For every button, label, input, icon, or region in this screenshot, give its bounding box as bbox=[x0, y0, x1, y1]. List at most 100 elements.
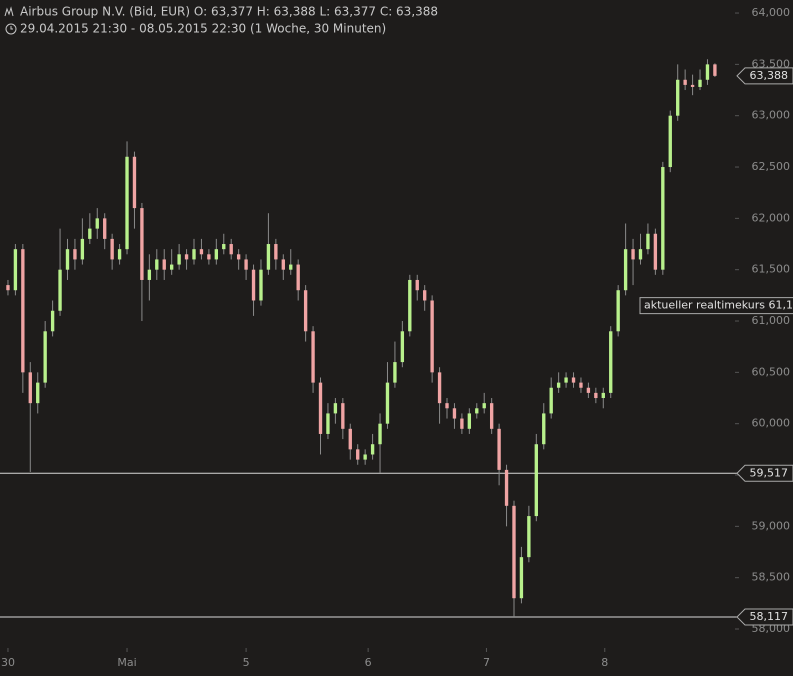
candle-body bbox=[437, 372, 442, 404]
candle-body bbox=[609, 331, 613, 393]
candle-body bbox=[36, 382, 40, 404]
candle-body bbox=[13, 249, 18, 291]
last-price-label: 63,388 bbox=[750, 69, 789, 82]
candle-body bbox=[199, 249, 204, 255]
candle-body bbox=[430, 300, 434, 373]
candle-body bbox=[623, 249, 628, 291]
chart-title: Airbus Group N.V. (Bid, EUR) O: 63,377 H… bbox=[20, 5, 438, 19]
candle-body bbox=[534, 444, 538, 517]
candle-body bbox=[452, 408, 457, 419]
candle-body bbox=[296, 264, 300, 291]
candle-body bbox=[274, 244, 278, 260]
candle-body bbox=[147, 269, 152, 280]
level-label: 58,117 bbox=[750, 610, 789, 623]
candle-body bbox=[549, 387, 553, 414]
annotation-box bbox=[639, 297, 793, 315]
candle-body bbox=[318, 382, 323, 434]
clock-hand bbox=[10, 26, 13, 30]
candle-body bbox=[192, 249, 196, 260]
candle-body bbox=[65, 249, 70, 270]
candle-body bbox=[586, 387, 591, 393]
candle-body bbox=[229, 244, 233, 255]
candle-body bbox=[207, 254, 211, 260]
candle-body bbox=[385, 382, 390, 424]
candle-body bbox=[170, 264, 174, 270]
y-tick-label: 62,500 bbox=[752, 160, 791, 173]
icons bbox=[4, 6, 17, 35]
candle-body bbox=[177, 254, 181, 265]
candle-body bbox=[95, 218, 99, 229]
y-tick-label: 63,500 bbox=[752, 57, 791, 70]
candle-body bbox=[326, 413, 330, 434]
candle-body bbox=[690, 84, 695, 87]
candle-body bbox=[698, 79, 702, 87]
candle-body bbox=[408, 279, 412, 332]
y-tick-label: 61,500 bbox=[752, 263, 791, 276]
candle-body bbox=[594, 392, 598, 399]
candle-body bbox=[683, 79, 687, 85]
candle-body bbox=[125, 156, 129, 250]
candle-body bbox=[266, 244, 271, 270]
candle-body bbox=[527, 516, 531, 558]
candle-body bbox=[631, 249, 635, 260]
candle-body bbox=[28, 372, 32, 404]
candle-body bbox=[236, 254, 241, 260]
candle-body bbox=[363, 454, 367, 460]
candle-body bbox=[423, 290, 427, 301]
candle-body bbox=[348, 428, 352, 450]
candle-body bbox=[6, 285, 10, 291]
candle-body bbox=[705, 64, 710, 80]
candle-body bbox=[259, 269, 263, 301]
candle-body bbox=[117, 249, 122, 260]
x-tick-label: 6 bbox=[365, 656, 372, 669]
x-tick-label: 8 bbox=[601, 656, 608, 669]
candle-body bbox=[110, 238, 114, 260]
candle-body bbox=[333, 403, 338, 414]
candle-body bbox=[415, 279, 419, 291]
level-tag bbox=[736, 464, 793, 482]
candle-body bbox=[564, 377, 568, 383]
clock-icon bbox=[5, 23, 17, 35]
candle-body bbox=[542, 413, 546, 445]
candle-body bbox=[512, 505, 516, 599]
y-tick-label: 60,000 bbox=[752, 417, 791, 430]
candle-body bbox=[370, 444, 375, 455]
candle-body bbox=[653, 233, 658, 270]
candle-body bbox=[713, 64, 717, 76]
candle-body bbox=[251, 269, 256, 301]
candle-body bbox=[281, 259, 285, 270]
candle-body bbox=[356, 449, 360, 460]
candle-body bbox=[467, 413, 472, 429]
candle-body bbox=[58, 269, 62, 311]
x-tick-label: 30 bbox=[1, 656, 15, 669]
candle-body bbox=[504, 469, 509, 506]
candle-body bbox=[155, 259, 159, 270]
x-tick-label: 5 bbox=[243, 656, 250, 669]
candle-body bbox=[162, 259, 166, 270]
candle-body bbox=[571, 377, 576, 383]
chart-icon bbox=[4, 6, 14, 17]
candle-body bbox=[579, 382, 583, 388]
candle-body bbox=[50, 310, 55, 332]
y-tick-label: 62,000 bbox=[752, 211, 791, 224]
x-tick-label: 7 bbox=[483, 656, 490, 669]
candle-body bbox=[661, 167, 665, 270]
candle-body bbox=[80, 238, 85, 260]
candle-body bbox=[214, 249, 218, 260]
candle-body bbox=[289, 264, 293, 270]
candle-body bbox=[303, 290, 308, 332]
candle-body bbox=[676, 79, 680, 116]
candle-body bbox=[475, 408, 479, 414]
candle-body bbox=[519, 557, 524, 599]
candle-body bbox=[184, 254, 189, 260]
candle-body bbox=[341, 403, 345, 429]
level-label: 59,517 bbox=[750, 466, 789, 479]
candle-body bbox=[21, 249, 25, 373]
y-tick-label: 60,500 bbox=[752, 365, 791, 378]
candle-body bbox=[601, 392, 605, 399]
candle-body bbox=[222, 244, 226, 250]
candle-body bbox=[244, 259, 248, 270]
y-tick-label: 63,000 bbox=[752, 109, 791, 122]
y-tick-label: 61,000 bbox=[752, 314, 791, 327]
